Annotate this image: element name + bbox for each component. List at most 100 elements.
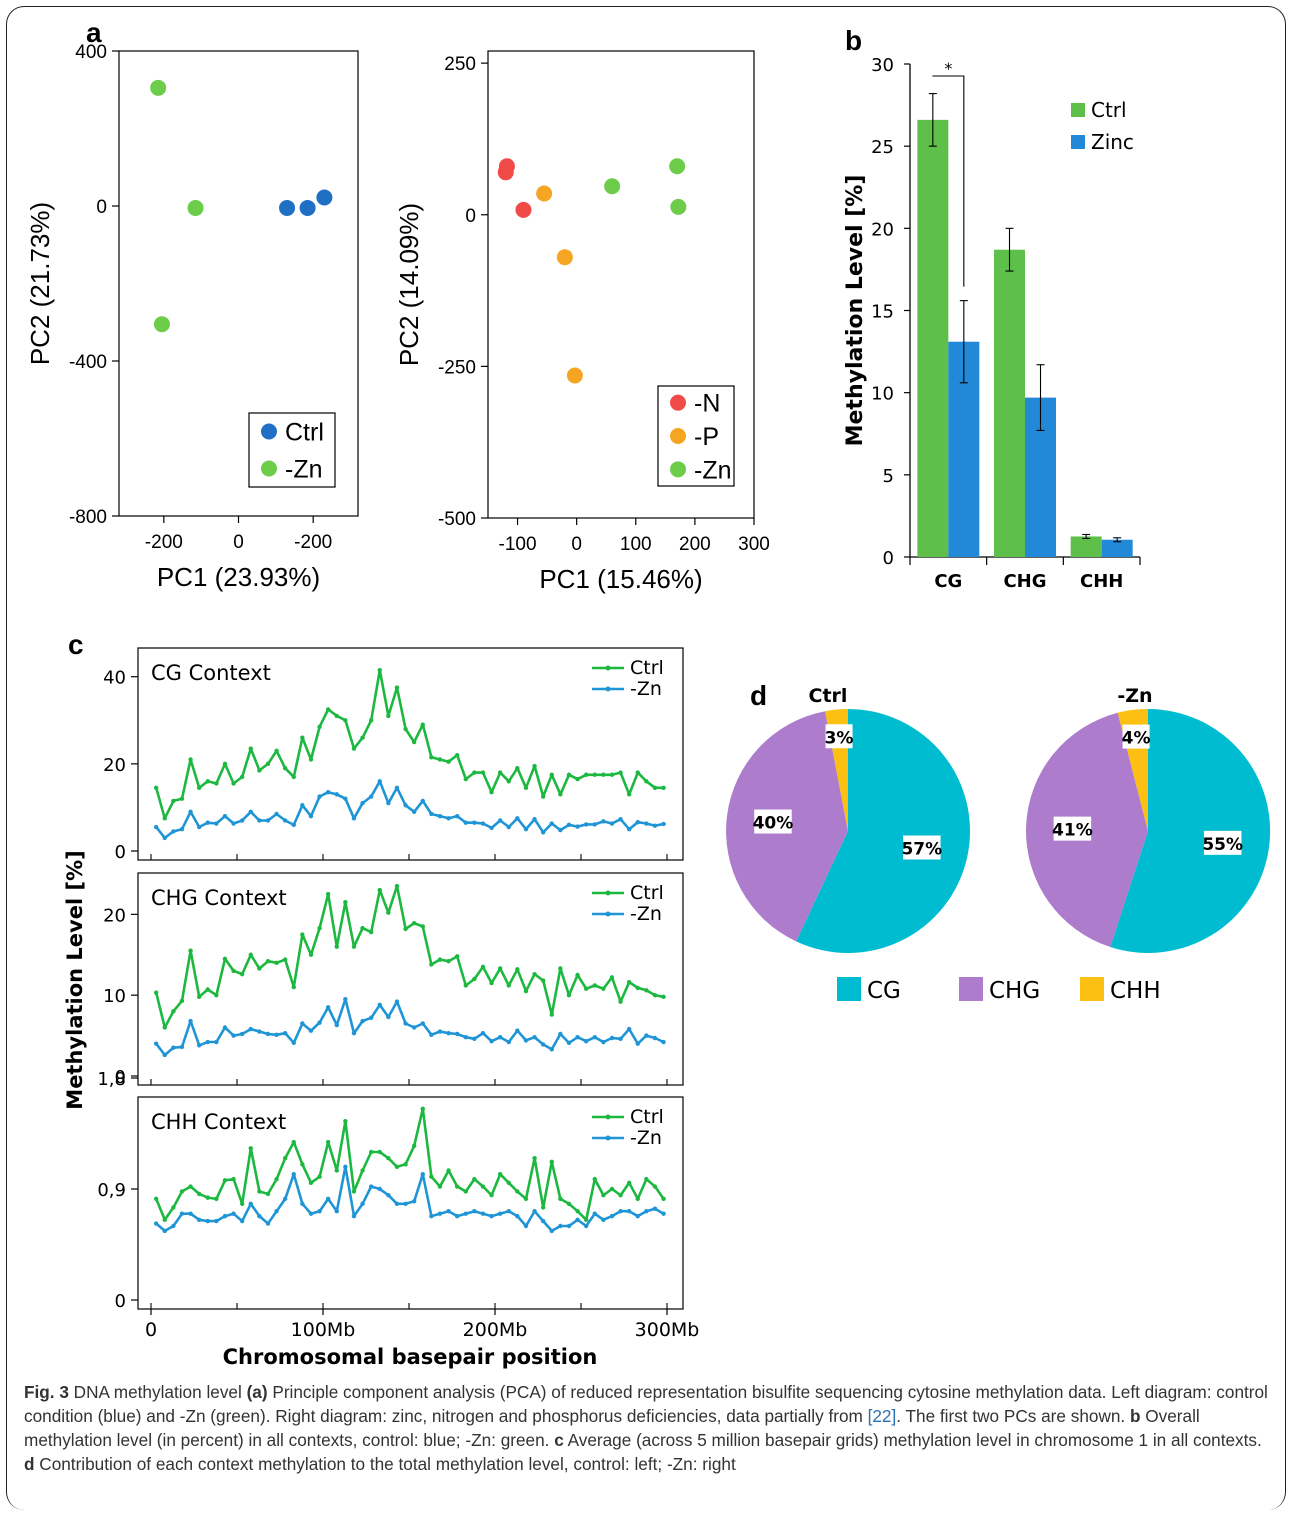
data-point — [325, 1196, 331, 1202]
x-tick-label: 300 — [738, 534, 770, 555]
data-point — [171, 1205, 176, 1210]
data-point — [214, 1218, 219, 1224]
data-point — [300, 1021, 305, 1026]
y-tick-label: 400 — [75, 42, 107, 63]
data-point — [274, 1176, 279, 1182]
data-point — [162, 1052, 167, 1058]
data-point — [231, 1033, 236, 1038]
data-point — [411, 1199, 417, 1204]
data-point — [480, 1211, 486, 1216]
y-axis-title: PC2 (21.73%) — [25, 202, 55, 365]
data-point — [274, 1032, 279, 1037]
data-point — [239, 971, 245, 977]
data-point — [652, 1184, 658, 1189]
data-point — [196, 994, 202, 999]
caption-fig-label: Fig. 3 — [24, 1382, 69, 1402]
legend-swatch — [1080, 977, 1104, 1001]
y-tick-label: 0 — [96, 197, 107, 218]
pie-zn-chart: 55% 41% 4% -Zn — [1026, 685, 1271, 953]
data-point — [566, 772, 572, 777]
data-point — [257, 1213, 262, 1219]
data-point — [618, 1036, 623, 1042]
data-point — [394, 999, 400, 1004]
data-point — [239, 1218, 245, 1224]
data-point — [575, 1217, 580, 1223]
data-point — [549, 1159, 554, 1165]
data-point — [644, 779, 649, 784]
methylation-bar-chart: 0 5 10 15 20 25 30 Methylation Level [%] CG CHG CH… — [843, 55, 1141, 592]
legend-swatch — [959, 977, 983, 1001]
significance-star: * — [944, 59, 952, 78]
scatter-point — [497, 164, 514, 181]
data-point — [583, 822, 589, 827]
data-point — [351, 1213, 357, 1219]
y-tick-label: 30 — [871, 55, 894, 76]
data-point — [351, 816, 357, 821]
scatter-point — [187, 199, 204, 216]
legend-marker — [605, 911, 611, 917]
pie-legend: CG CHG CHH — [837, 977, 1161, 1004]
data-point — [515, 1028, 520, 1033]
data-point — [222, 1213, 228, 1219]
plot-frame — [137, 1096, 684, 1310]
data-point — [179, 998, 185, 1004]
data-point — [429, 1174, 434, 1179]
data-point — [377, 1002, 382, 1008]
legend-label: -N — [694, 390, 720, 418]
data-point — [265, 761, 271, 767]
y-tick-label: -500 — [438, 509, 476, 530]
data-point — [343, 1118, 348, 1124]
data-point — [420, 798, 425, 804]
data-point — [205, 1039, 210, 1045]
pie-label-box — [754, 809, 792, 834]
data-point — [437, 1029, 443, 1034]
legend-label: -Zn — [630, 678, 662, 700]
data-point — [429, 811, 434, 817]
caption-ref-link[interactable]: [22] — [867, 1406, 897, 1426]
data-point — [420, 1021, 425, 1026]
pie-title: -Zn — [1117, 685, 1152, 707]
data-point — [265, 1191, 271, 1197]
data-point — [583, 772, 589, 777]
data-point — [489, 1192, 494, 1198]
data-point — [351, 1189, 357, 1194]
data-point — [618, 1209, 623, 1214]
x-tick-label: CHH — [1080, 571, 1123, 592]
data-point — [549, 1047, 554, 1052]
pie-label-box — [825, 724, 853, 749]
data-point — [248, 952, 253, 957]
data-point — [472, 1209, 477, 1214]
data-point — [231, 968, 236, 974]
data-point — [153, 1221, 159, 1226]
data-point — [635, 770, 640, 775]
pie-label: 4% — [1122, 729, 1151, 749]
data-point — [532, 1209, 537, 1214]
pie-slice — [796, 709, 971, 953]
data-point — [222, 813, 228, 819]
data-point — [351, 1030, 357, 1036]
pie-label: 41% — [1052, 821, 1093, 841]
data-point — [463, 1035, 468, 1040]
data-point — [214, 1196, 219, 1202]
data-point — [403, 1162, 408, 1167]
data-point — [231, 821, 236, 826]
y-axis-title: PC2 (14.09%) — [394, 203, 424, 366]
data-point — [343, 997, 348, 1002]
data-point — [506, 1209, 511, 1214]
data-point — [446, 759, 451, 764]
scatter-point — [556, 249, 573, 266]
data-point — [171, 829, 176, 834]
data-point — [566, 822, 572, 828]
data-point — [644, 1209, 649, 1214]
data-point — [532, 1155, 537, 1161]
panel-label-a: a — [86, 17, 102, 48]
legend-label: Ctrl — [630, 1106, 664, 1128]
data-point — [626, 1026, 632, 1032]
data-point — [334, 1022, 339, 1028]
legend-label: Ctrl — [630, 882, 664, 904]
data-point — [231, 1176, 236, 1182]
x-tick-label: -200 — [145, 532, 183, 553]
legend: Ctrl -Zn — [248, 412, 336, 488]
